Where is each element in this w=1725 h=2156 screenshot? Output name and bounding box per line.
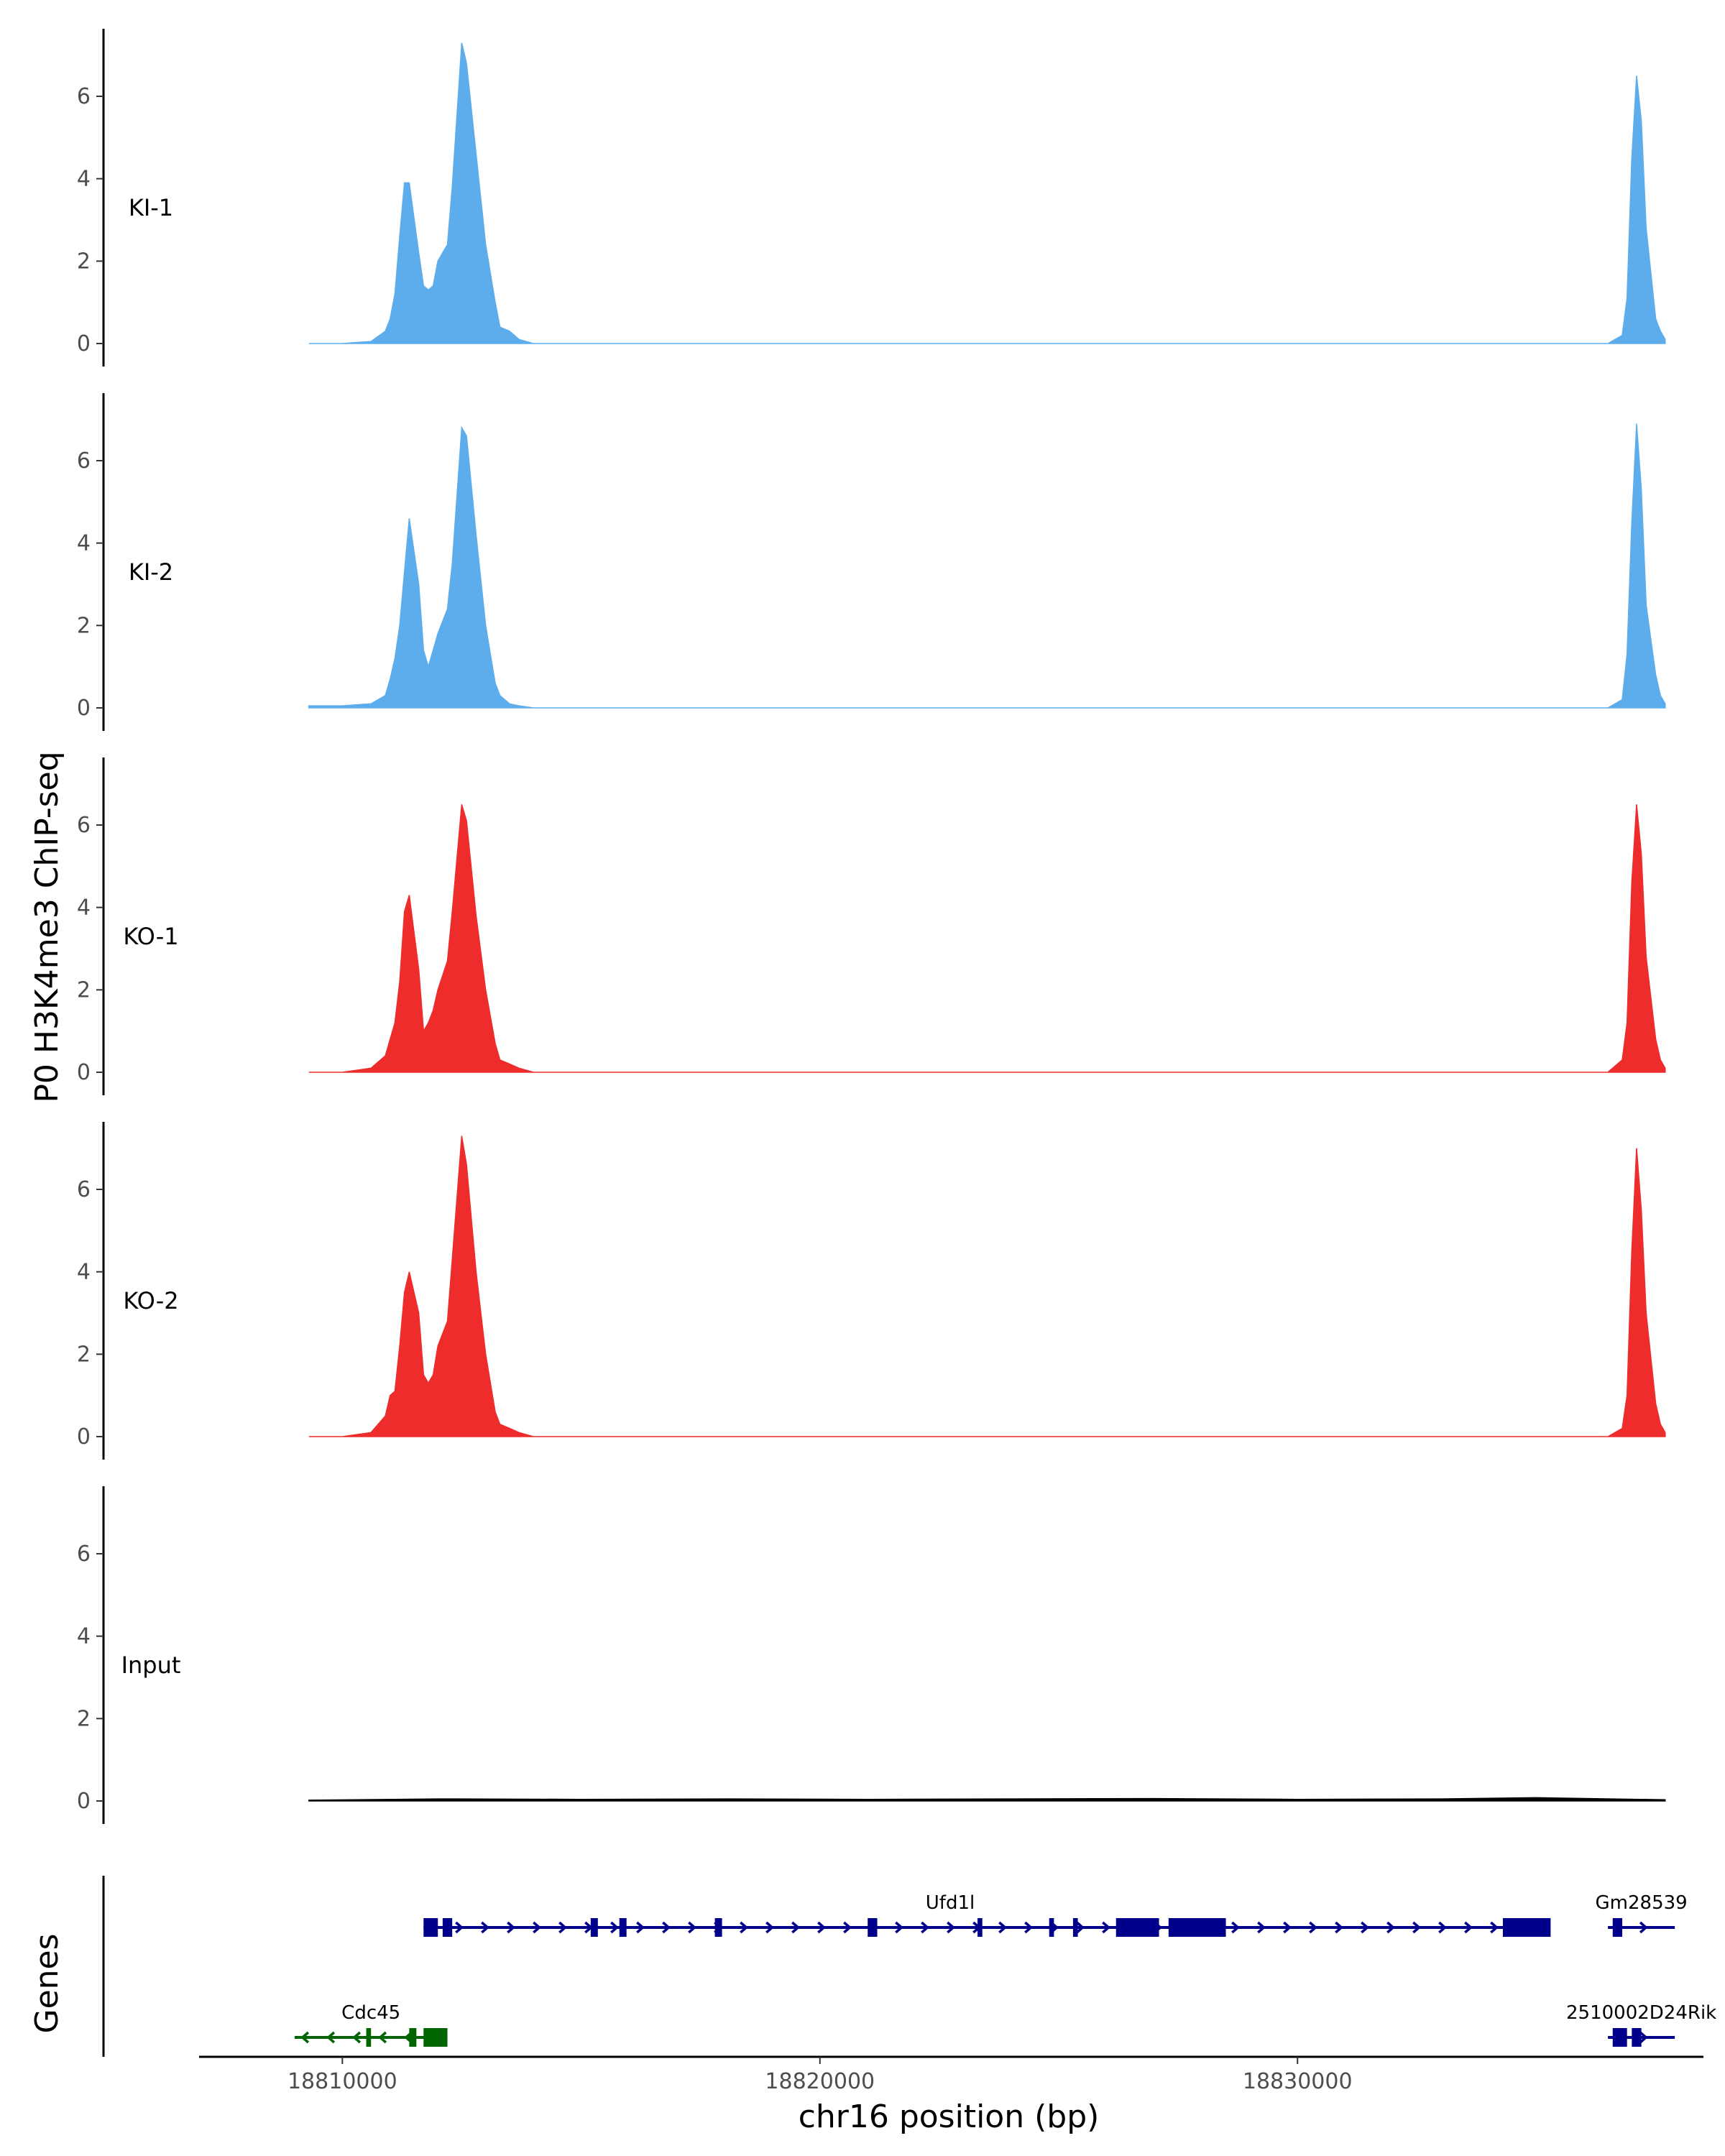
chip-seq-track-plot: 0 2 4 6 KI-1 0 2 4 6 KI-2 0 2 4 6 KO-1 0 2 4 6 KO-2 0 2 4 6 Inpu… bbox=[0, 0, 1725, 2156]
x-tick-label: 18820000 bbox=[765, 2069, 875, 2094]
x-axis-title: chr16 position (bp) bbox=[799, 2099, 1100, 2135]
y-tick-label: 2 bbox=[77, 613, 91, 638]
track-label: KI-2 bbox=[129, 558, 173, 586]
y-tick-label: 4 bbox=[77, 167, 91, 192]
exon bbox=[1049, 1918, 1054, 1937]
gene-label: Ufd1l bbox=[926, 1892, 975, 1914]
exon bbox=[868, 1918, 877, 1937]
background bbox=[0, 0, 1725, 2156]
exon bbox=[367, 2028, 372, 2047]
track-label: KI-1 bbox=[129, 194, 173, 221]
x-tick-label: 18830000 bbox=[1243, 2069, 1353, 2094]
y-tick-label: 0 bbox=[77, 1060, 91, 1085]
y-tick-label: 2 bbox=[77, 1342, 91, 1367]
genes-axis-title: Genes bbox=[29, 1933, 65, 2033]
track-label: Input bbox=[121, 1651, 181, 1679]
y-tick-label: 4 bbox=[77, 1624, 91, 1649]
gene-label: Cdc45 bbox=[341, 2002, 400, 2024]
y-tick-label: 6 bbox=[77, 448, 91, 474]
gene-label: Gm28539 bbox=[1596, 1892, 1688, 1914]
exon bbox=[1613, 2028, 1627, 2047]
y-tick-label: 0 bbox=[77, 1789, 91, 1814]
exon bbox=[978, 1918, 983, 1937]
y-tick-label: 2 bbox=[77, 977, 91, 1003]
exon bbox=[1116, 1918, 1159, 1937]
y-axis-title: P0 H3K4me3 ChIP-seq bbox=[29, 751, 65, 1102]
y-tick-label: 4 bbox=[77, 531, 91, 556]
gene-label: 2510002D24Rik bbox=[1566, 2002, 1716, 2024]
y-tick-label: 2 bbox=[77, 249, 91, 274]
exon bbox=[1613, 1918, 1622, 1937]
y-tick-label: 6 bbox=[77, 1177, 91, 1202]
exon bbox=[620, 1918, 627, 1937]
y-tick-label: 4 bbox=[77, 1260, 91, 1285]
x-tick-label: 18810000 bbox=[288, 2069, 397, 2094]
exon bbox=[591, 1918, 598, 1937]
exon bbox=[423, 2028, 447, 2047]
exon bbox=[1169, 1918, 1226, 1937]
exon bbox=[715, 1918, 722, 1937]
y-tick-label: 6 bbox=[77, 84, 91, 109]
y-tick-label: 2 bbox=[77, 1706, 91, 1731]
exon bbox=[443, 1918, 452, 1937]
exon bbox=[1073, 1918, 1078, 1937]
y-tick-label: 6 bbox=[77, 813, 91, 838]
y-tick-label: 0 bbox=[77, 331, 91, 356]
exon bbox=[423, 1918, 438, 1937]
track-label: KO-2 bbox=[123, 1287, 178, 1314]
y-tick-label: 6 bbox=[77, 1542, 91, 1567]
track-label: KO-1 bbox=[123, 923, 178, 950]
exon bbox=[409, 2028, 416, 2047]
y-tick-label: 4 bbox=[77, 895, 91, 921]
y-tick-label: 0 bbox=[77, 1424, 91, 1450]
exon bbox=[1503, 1918, 1550, 1937]
exon bbox=[1632, 2028, 1641, 2047]
y-tick-label: 0 bbox=[77, 696, 91, 721]
